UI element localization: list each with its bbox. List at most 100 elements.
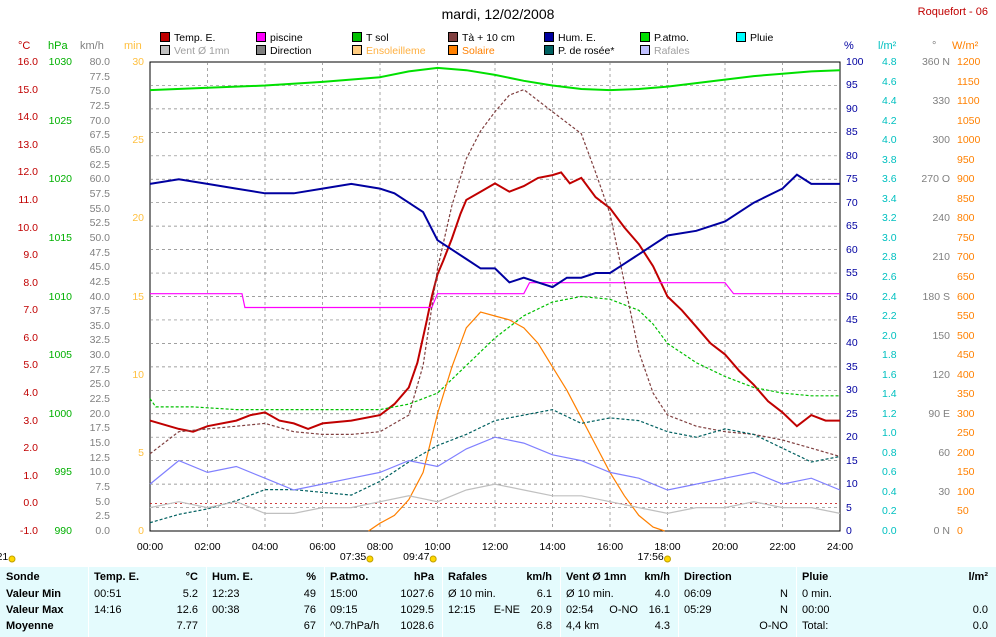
wind-tick: 62.5 xyxy=(89,158,110,171)
legend-swatch xyxy=(544,32,554,42)
humidity-tick: 60 xyxy=(846,243,858,256)
unit-temp: °C xyxy=(18,40,31,52)
sunshine-tick: 20 xyxy=(132,212,144,225)
direction-tick: 330 xyxy=(932,95,950,108)
humidity-tick: 100 xyxy=(846,56,864,68)
wind-tick: 42.5 xyxy=(89,275,110,288)
legend-entry: Tà + 10 cm xyxy=(448,32,515,44)
summary-cell: 12:15 xyxy=(448,604,476,616)
series-line-6 xyxy=(368,311,665,532)
temp-tick: 3.0 xyxy=(23,414,38,427)
wind-tick: 5.0 xyxy=(95,495,110,508)
legend-entry: P.atmo. xyxy=(640,32,689,44)
wind-tick: 65.0 xyxy=(89,143,110,156)
rain-tick: 4.0 xyxy=(882,134,897,147)
summary-cell: 49 xyxy=(303,588,316,600)
legend-swatch xyxy=(256,32,266,42)
wind-tick: 15.0 xyxy=(89,437,110,450)
legend-label: P. de rosée* xyxy=(558,45,615,57)
wind-tick: 27.5 xyxy=(89,363,110,376)
temp-tick: 7.0 xyxy=(23,304,38,317)
sunshine-tick: 0 xyxy=(138,525,144,537)
solar-tick: 950 xyxy=(957,153,975,166)
wind-tick: 32.5 xyxy=(89,334,110,347)
humidity-tick: 90 xyxy=(846,102,858,115)
direction-tick: 60 xyxy=(938,446,950,459)
pressure-tick: 990 xyxy=(54,525,72,537)
rain-tick: 2.8 xyxy=(882,251,897,264)
summary-column: Sonde Valeur Min Valeur Max Moyenne xyxy=(0,567,89,637)
rain-tick: 3.4 xyxy=(882,192,897,205)
x-tick-label: 06:00 xyxy=(309,541,336,553)
unit-pressure: hPa xyxy=(48,40,68,52)
summary-cell: N xyxy=(780,604,788,616)
summary-cell: 16.1 xyxy=(648,604,670,616)
wind-tick: 52.5 xyxy=(89,217,110,230)
rain-tick: 4.2 xyxy=(882,114,897,127)
pressure-tick: 1010 xyxy=(48,290,72,303)
solar-tick: 200 xyxy=(957,446,975,459)
humidity-tick: 15 xyxy=(846,454,858,467)
direction-tick: 300 xyxy=(932,134,950,147)
summary-cell: Moyenne xyxy=(6,620,54,632)
summary-cell: 00:38 xyxy=(212,604,240,616)
summary-column: Vent Ø 1mn km/h Ø 10 min. 4.0 02:54 O-NO 16.1 4… xyxy=(560,567,679,637)
direction-tick: 180 S xyxy=(922,290,950,303)
x-tick-label: 04:00 xyxy=(251,541,279,553)
legend-swatch xyxy=(352,45,362,55)
sunshine-tick: 15 xyxy=(132,290,144,303)
summary-cell: E-NE xyxy=(493,604,520,616)
event-time: 10:21 xyxy=(0,551,9,563)
rain-tick: 1.2 xyxy=(882,407,897,420)
summary-cell: O-NO xyxy=(759,620,788,632)
humidity-tick: 10 xyxy=(846,478,858,491)
temp-tick: -1.0 xyxy=(19,525,38,537)
direction-tick: 90 E xyxy=(928,407,950,420)
legend-entry: Direction xyxy=(256,45,311,57)
wind-tick: 77.5 xyxy=(89,70,110,83)
legend-label: Temp. E. xyxy=(174,32,216,44)
temp-tick: 13.0 xyxy=(17,138,38,151)
wind-tick: 30.0 xyxy=(89,349,110,362)
wind-tick: 2.5 xyxy=(95,510,110,523)
wind-tick: 45.0 xyxy=(89,261,110,274)
wind-tick: 12.5 xyxy=(89,451,110,464)
humidity-tick: 50 xyxy=(846,290,858,303)
sun-icon xyxy=(663,555,671,563)
summary-cell: ^0.7hPa/h xyxy=(330,620,380,632)
wind-tick: 67.5 xyxy=(89,129,110,142)
summary-unit: hPa xyxy=(413,571,434,583)
pressure-tick: 1015 xyxy=(48,231,72,244)
x-tick-label: 16:00 xyxy=(596,541,624,553)
legend-swatch xyxy=(544,45,554,55)
humidity-tick: 0 xyxy=(846,525,852,537)
pressure-tick: 1030 xyxy=(48,56,72,68)
legend-label: Tà + 10 cm xyxy=(462,32,515,44)
solar-tick: 1100 xyxy=(957,95,980,108)
rain-tick: 1.8 xyxy=(882,349,897,362)
direction-tick: 120 xyxy=(932,368,950,381)
legend-entry: Pluie xyxy=(736,32,773,44)
x-tick-label: 22:00 xyxy=(769,541,796,553)
wind-tick: 47.5 xyxy=(89,246,110,259)
summary-cell: 1029.5 xyxy=(400,604,434,616)
humidity-tick: 25 xyxy=(846,407,858,420)
temp-tick: 11.0 xyxy=(18,193,38,206)
solar-tick: 0 xyxy=(957,525,963,537)
solar-tick: 700 xyxy=(957,251,975,264)
humidity-tick: 45 xyxy=(846,313,858,326)
humidity-tick: 65 xyxy=(846,220,858,233)
legend-label: P.atmo. xyxy=(654,32,689,44)
event-time: 07:35 xyxy=(339,551,367,563)
humidity-tick: 20 xyxy=(846,431,858,444)
direction-tick: 240 xyxy=(932,212,950,225)
legend-label: Hum. E. xyxy=(558,32,596,44)
wind-tick: 10.0 xyxy=(89,466,110,479)
rain-tick: 3.6 xyxy=(882,173,897,186)
summary-cell: 67 xyxy=(303,620,316,632)
solar-tick: 50 xyxy=(957,505,969,518)
series-line-2 xyxy=(149,295,840,411)
summary-cell: 0 min. xyxy=(802,588,832,600)
x-tick-label: 02:00 xyxy=(194,541,221,553)
wind-tick: 37.5 xyxy=(89,305,110,318)
